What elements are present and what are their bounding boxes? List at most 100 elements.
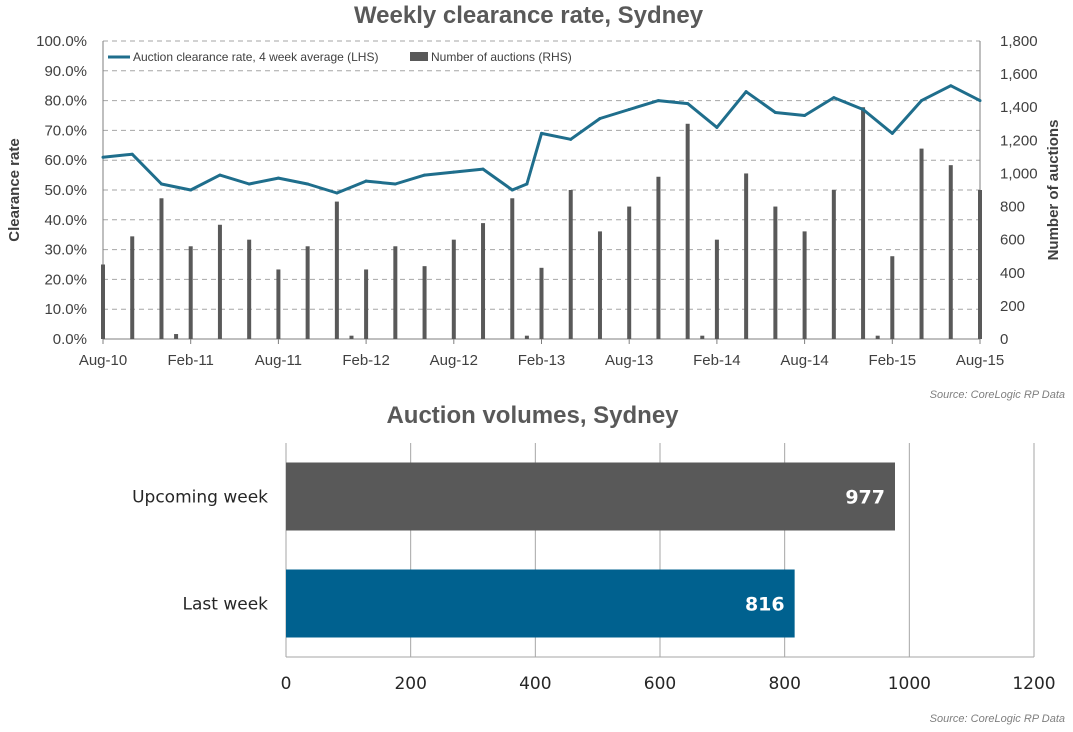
- volume-bar-value: 977: [845, 487, 885, 509]
- clearance-rate-point: [306, 182, 310, 186]
- auction-count-bar: [700, 335, 705, 339]
- left-tick-label: 70.0%: [44, 122, 87, 139]
- auction-count-bar: [568, 190, 573, 339]
- clearance-rate-point: [949, 84, 953, 88]
- right-tick-label: 0: [1000, 331, 1008, 348]
- auction-count-bar: [481, 223, 486, 339]
- right-tick-label: 1,600: [1000, 66, 1038, 83]
- auction-count-bar: [130, 236, 135, 339]
- auction-count-bar: [247, 239, 252, 339]
- clearance-rate-point: [423, 173, 427, 177]
- clearance-rate-point: [189, 188, 193, 192]
- x-tick-label: Feb-15: [869, 352, 917, 369]
- clearance-rate-point: [452, 170, 456, 174]
- clearance-rate-point: [510, 188, 514, 192]
- x-tick-label: 1200: [1012, 674, 1055, 694]
- auction-count-bar: [188, 246, 193, 339]
- clearance-rate-chart: 0.0% 10.0% 20.0% 30.0% 40.0% 50.0% 60.0% 70.0% 8…: [6, 33, 1062, 369]
- clearance-rate-point: [101, 155, 105, 159]
- auction-count-bar: [831, 190, 836, 339]
- left-tick-label: 10.0%: [44, 301, 87, 318]
- auction-count-bar: [524, 335, 529, 339]
- clearance-rate-point: [525, 182, 529, 186]
- auction-count-bar: [174, 334, 179, 339]
- left-tick-label: 20.0%: [44, 271, 87, 288]
- x-tick-label: Feb-11: [167, 352, 213, 369]
- right-tick-label: 1,400: [1000, 99, 1038, 116]
- x-tick-label: Aug-14: [780, 352, 828, 369]
- x-tick-label: 600: [644, 674, 676, 694]
- auction-count-bar: [890, 256, 895, 339]
- x-tick-label: Aug-10: [79, 352, 127, 369]
- clearance-rate-point: [773, 111, 777, 115]
- clearance-rate-point: [598, 116, 602, 120]
- auction-count-bar: [773, 206, 778, 339]
- clearance-rate-point: [656, 99, 660, 103]
- auction-count-bar: [451, 239, 456, 339]
- clearance-rate-line: [102, 84, 981, 195]
- x-tick-label: Aug-13: [605, 352, 653, 369]
- x-tick-label: 800: [768, 674, 800, 694]
- x-tick-label: 400: [519, 674, 551, 694]
- legend-bar-swatch: [410, 52, 428, 61]
- clearance-rate-point: [276, 176, 280, 180]
- clearance-rate-point: [832, 96, 836, 100]
- x-tick-label: Aug-15: [956, 352, 1004, 369]
- clearance-rate-point: [920, 99, 924, 103]
- x-tick-label: 200: [394, 674, 426, 694]
- clearance-rate-point: [978, 99, 982, 103]
- auction-count-bar: [627, 206, 632, 339]
- clearance-rate-point: [335, 191, 339, 195]
- auction-count-bar: [364, 269, 369, 339]
- clearance-rate-point: [803, 114, 807, 117]
- left-tick-label: 100.0%: [36, 33, 87, 50]
- left-tick-label: 90.0%: [44, 63, 87, 80]
- clearance-rate-point: [393, 182, 397, 186]
- auction-count-bar: [978, 190, 982, 339]
- right-tick-label: 800: [1000, 199, 1025, 216]
- top-chart-title: Weekly clearance rate, Sydney: [353, 2, 704, 29]
- auction-count-bar: [217, 224, 222, 339]
- clearance-rate-point: [540, 131, 543, 135]
- left-tick-label: 0.0%: [53, 331, 87, 348]
- auction-count-bar: [744, 173, 749, 339]
- clearance-rate-point: [715, 125, 719, 129]
- x-tick-label: Feb-12: [342, 352, 390, 369]
- auction-count-bar: [948, 165, 953, 339]
- left-tick-label: 30.0%: [44, 242, 87, 259]
- auction-count-bar: [919, 148, 924, 339]
- x-tick-label: Aug-11: [255, 352, 302, 369]
- auction-count-bar: [276, 269, 281, 339]
- right-tick-label: 1,200: [1000, 132, 1038, 149]
- left-tick-label: 40.0%: [44, 212, 87, 229]
- category-label: Last week: [183, 595, 269, 615]
- auction-count-bar: [597, 231, 602, 339]
- right-tick-label: 200: [1000, 298, 1025, 315]
- left-tick-label: 50.0%: [44, 182, 87, 199]
- x-tick-label: Aug-12: [430, 352, 478, 369]
- left-tick-label: 80.0%: [44, 93, 87, 110]
- legend-line-label: Auction clearance rate, 4 week average (…: [133, 50, 378, 64]
- auction-count-bar: [875, 335, 880, 339]
- clearance-rate-point: [481, 167, 485, 171]
- auction-count-bar: [510, 198, 515, 339]
- x-tick-label: Feb-13: [518, 352, 566, 369]
- volume-bar: [286, 569, 795, 638]
- bottom-chart-source: Source: CoreLogic RP Data: [929, 713, 1065, 725]
- auction-count-bar: [159, 198, 164, 339]
- auction-count-bar: [101, 264, 105, 339]
- clearance-rate-point: [364, 179, 368, 183]
- right-tick-label: 400: [1000, 265, 1025, 282]
- auction-count-bar: [393, 246, 398, 339]
- clearance-rate-point: [744, 90, 748, 94]
- auction-count-bar: [861, 107, 866, 339]
- clearance-rate-point: [159, 182, 163, 186]
- clearance-rate-point: [861, 108, 865, 112]
- clearance-rate-point: [627, 108, 631, 112]
- category-label: Upcoming week: [132, 488, 268, 508]
- auction-count-bar: [656, 176, 661, 339]
- clearance-rate-point: [130, 152, 134, 156]
- clearance-rate-point: [890, 131, 894, 135]
- auction-count-bar: [714, 239, 719, 339]
- top-chart-source: Source: CoreLogic RP Data: [929, 389, 1065, 401]
